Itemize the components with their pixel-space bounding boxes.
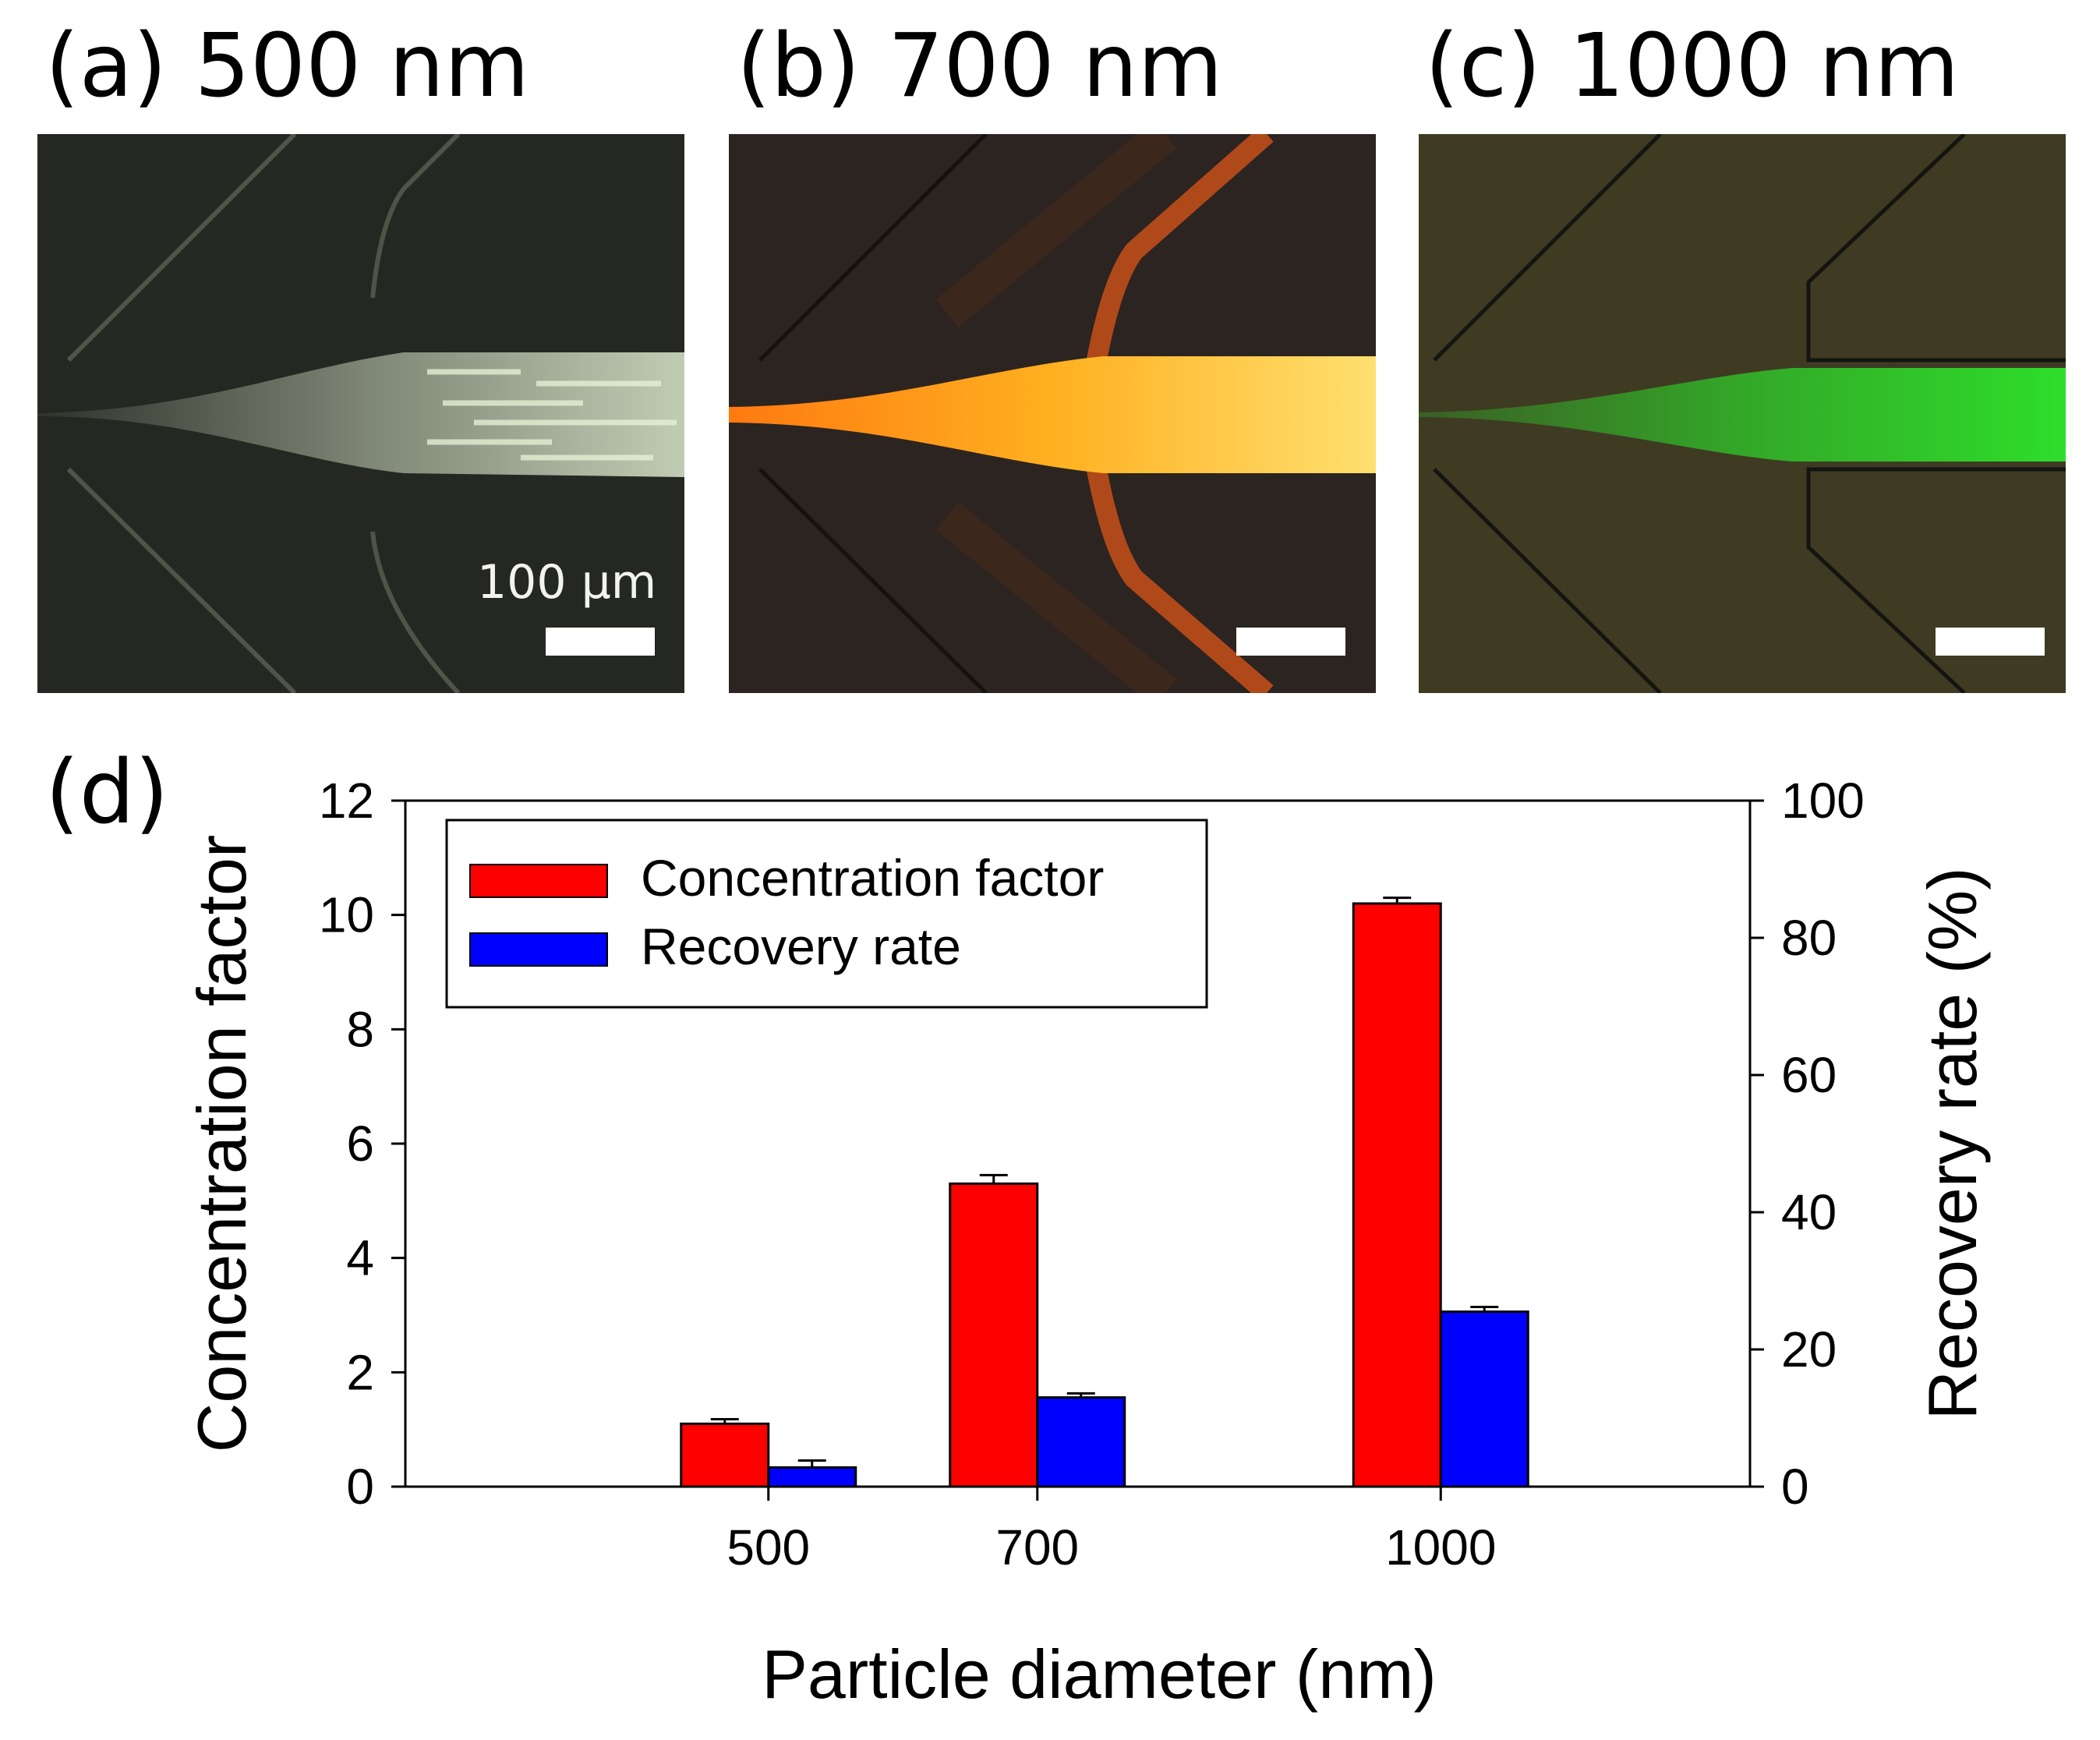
y2-axis-label: Recovery rate (%) xyxy=(1914,867,1991,1420)
right-tick-label: 0 xyxy=(1781,1459,1809,1515)
legend-swatch-recovery xyxy=(469,932,608,967)
bar-concentration xyxy=(1352,902,1442,1488)
panel-c-title: (c) 1000 nm xyxy=(1425,16,1959,117)
left-tick-label: 6 xyxy=(346,1116,374,1172)
bar-recovery xyxy=(1036,1396,1126,1488)
scale-bar-b xyxy=(1236,628,1345,656)
panel-b-letter: (b) xyxy=(737,16,861,117)
x-tick-label: 700 xyxy=(995,1519,1079,1576)
micrograph-500nm xyxy=(37,134,684,693)
panel-c-letter: (c) xyxy=(1425,16,1541,117)
y-axis-label: Concentration factor xyxy=(183,835,260,1452)
legend-label-concentration: Concentration factor xyxy=(641,849,1104,907)
legend-box xyxy=(445,819,1208,1009)
scale-bar-a xyxy=(546,628,655,656)
left-tick-label: 8 xyxy=(346,1001,374,1057)
left-tick-label: 2 xyxy=(346,1344,374,1400)
panel-b-title: (b) 700 nm xyxy=(737,16,1223,117)
bar-recovery xyxy=(767,1466,857,1488)
micrograph-1000nm xyxy=(1419,134,2066,693)
left-tick-label: 0 xyxy=(346,1459,374,1515)
bar-chart: (d) 0 2 4 6 8 10 12 0 20 40 60 80 100 500 700 1000 Co… xyxy=(45,742,1991,1713)
x-tick-label: 500 xyxy=(727,1519,810,1576)
right-tick-label: 60 xyxy=(1781,1047,1837,1103)
x-axis-label: Particle diameter (nm) xyxy=(762,1636,1437,1713)
micrograph-700nm xyxy=(729,134,1376,693)
left-tick-label: 4 xyxy=(346,1230,374,1286)
panel-a-title: (a) 500 nm xyxy=(45,16,529,117)
panel-a-size: 500 nm xyxy=(194,16,530,117)
bar-concentration xyxy=(680,1422,770,1488)
right-tick-label: 80 xyxy=(1781,910,1837,966)
panel-d-letter: (d) xyxy=(45,742,168,843)
bar-recovery xyxy=(1439,1310,1529,1488)
legend: Concentration factor Recovery rate xyxy=(445,819,1208,1009)
right-tick-label: 40 xyxy=(1781,1184,1837,1240)
bar-concentration xyxy=(949,1182,1039,1488)
legend-label-recovery: Recovery rate xyxy=(641,918,961,975)
scale-bar-c xyxy=(1936,628,2045,656)
panel-b-size: 700 nm xyxy=(888,16,1223,117)
right-tick-label: 100 xyxy=(1781,773,1865,829)
scale-bar-label: 100 µm xyxy=(477,555,657,610)
panel-c-size: 1000 nm xyxy=(1568,16,1960,117)
right-tick-label: 20 xyxy=(1781,1321,1837,1378)
panel-a-letter: (a) xyxy=(45,16,168,117)
left-tick-label: 12 xyxy=(319,773,374,829)
legend-swatch-concentration xyxy=(469,864,608,898)
left-tick-label: 10 xyxy=(319,887,374,943)
x-tick-label: 1000 xyxy=(1385,1519,1496,1576)
